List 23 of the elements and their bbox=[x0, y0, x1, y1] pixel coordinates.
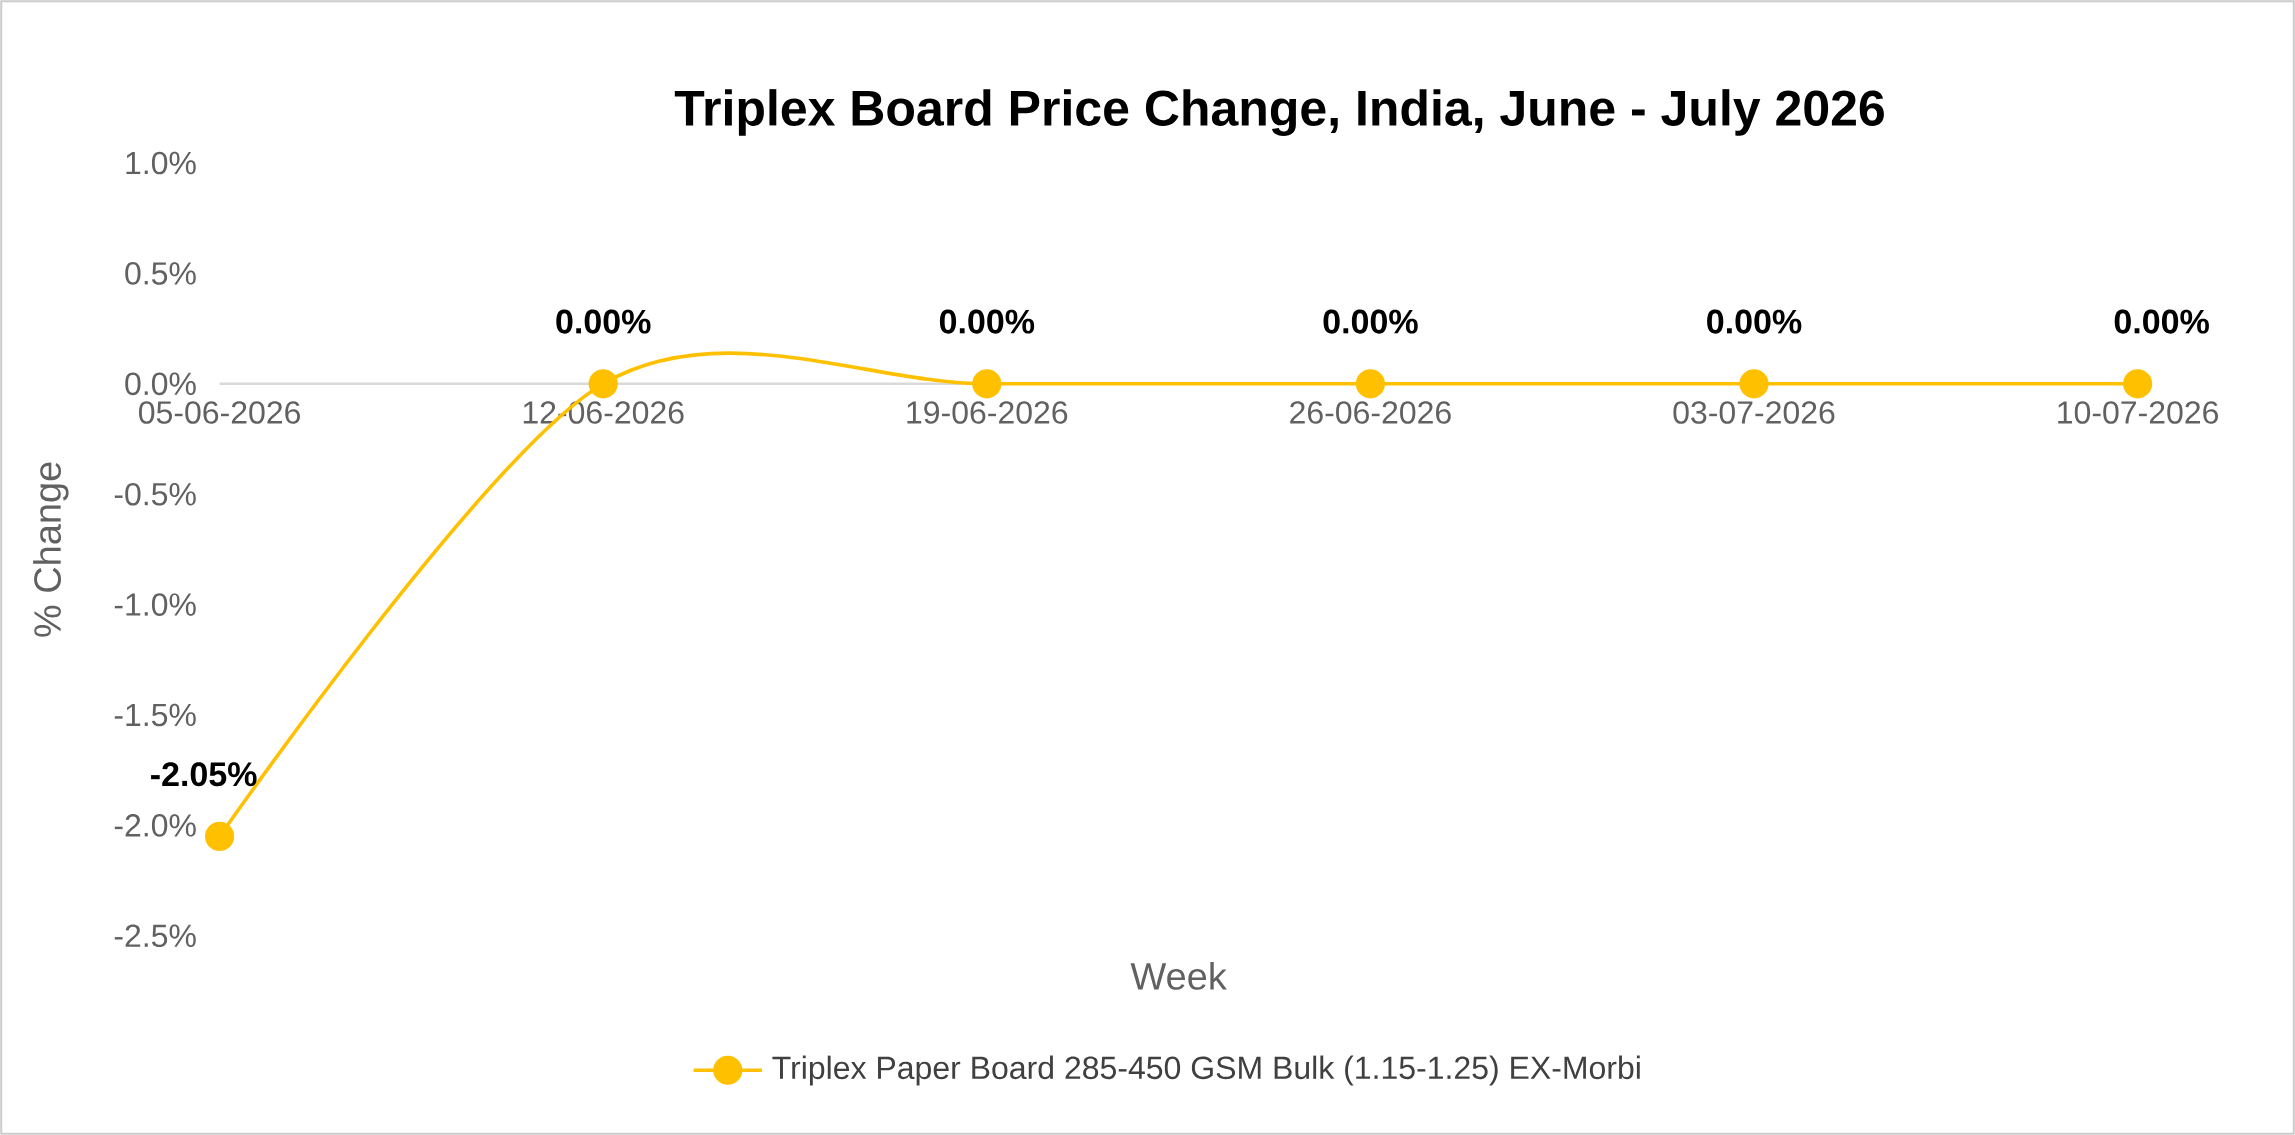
data-label: -2.05% bbox=[151, 762, 257, 787]
legend-label: Triplex Paper Board 285-450 GSM Bulk (1.15-1.25) EX-Morbi bbox=[772, 1055, 1640, 1086]
y-tick-label: 1.0% bbox=[126, 151, 196, 175]
x-tick-label: 26-06-2026 bbox=[1290, 401, 1451, 424]
x-axis-title: Week bbox=[1130, 961, 1227, 990]
data-label: 0.00% bbox=[2114, 309, 2209, 334]
data-label: 0.00% bbox=[556, 309, 651, 334]
x-tick-label: 03-07-2026 bbox=[1673, 401, 1835, 424]
data-label: 0.00% bbox=[1707, 309, 1802, 334]
y-tick-label: 0.5% bbox=[125, 262, 196, 285]
y-tick-label: -2.0% bbox=[114, 814, 196, 837]
x-tick-label: 05-06-2026 bbox=[139, 401, 300, 424]
data-label: 0.00% bbox=[939, 309, 1035, 334]
y-tick-label: -2.5% bbox=[114, 924, 196, 948]
y-axis-title: % Change bbox=[33, 462, 69, 637]
x-tick-label: 10-07-2026 bbox=[2058, 401, 2218, 424]
y-tick-label: -1.5% bbox=[114, 703, 196, 727]
y-tick-label: -0.5% bbox=[114, 482, 196, 506]
y-tick-label: -1.0% bbox=[114, 593, 196, 616]
y-tick-label: 0.0% bbox=[125, 372, 196, 396]
x-tick-label: 19-06-2026 bbox=[907, 401, 1068, 424]
chart-title: Triplex Board Price Change, India, June - July 2026 bbox=[674, 89, 1884, 136]
data-label: 0.00% bbox=[1323, 309, 1418, 334]
